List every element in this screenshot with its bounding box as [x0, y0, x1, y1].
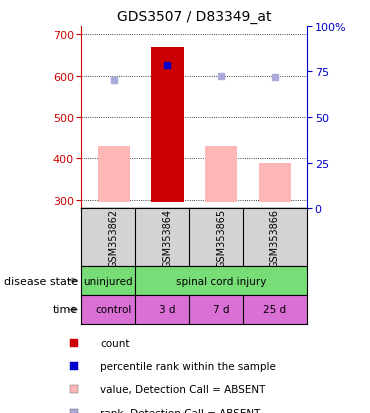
Text: 25 d: 25 d [263, 305, 286, 315]
Text: 7 d: 7 d [213, 305, 229, 315]
Text: 3 d: 3 d [159, 305, 176, 315]
Text: spinal cord injury: spinal cord injury [176, 276, 266, 286]
Text: GSM353864: GSM353864 [162, 208, 172, 267]
Title: GDS3507 / D83349_at: GDS3507 / D83349_at [117, 10, 272, 24]
Text: disease state: disease state [4, 276, 78, 286]
Text: percentile rank within the sample: percentile rank within the sample [100, 361, 276, 371]
Text: value, Detection Call = ABSENT: value, Detection Call = ABSENT [100, 385, 265, 394]
Text: GSM353865: GSM353865 [216, 208, 226, 267]
Text: count: count [100, 338, 130, 348]
Bar [205, 147, 237, 202]
Text: GSM353866: GSM353866 [270, 208, 280, 267]
Bar [151, 47, 184, 202]
Bar [259, 163, 291, 202]
Text: time: time [53, 305, 78, 315]
Bar [98, 147, 130, 202]
Text: GSM353862: GSM353862 [109, 208, 119, 267]
Text: rank, Detection Call = ABSENT: rank, Detection Call = ABSENT [100, 408, 260, 413]
Text: control: control [95, 305, 132, 315]
Text: uninjured: uninjured [84, 276, 133, 286]
